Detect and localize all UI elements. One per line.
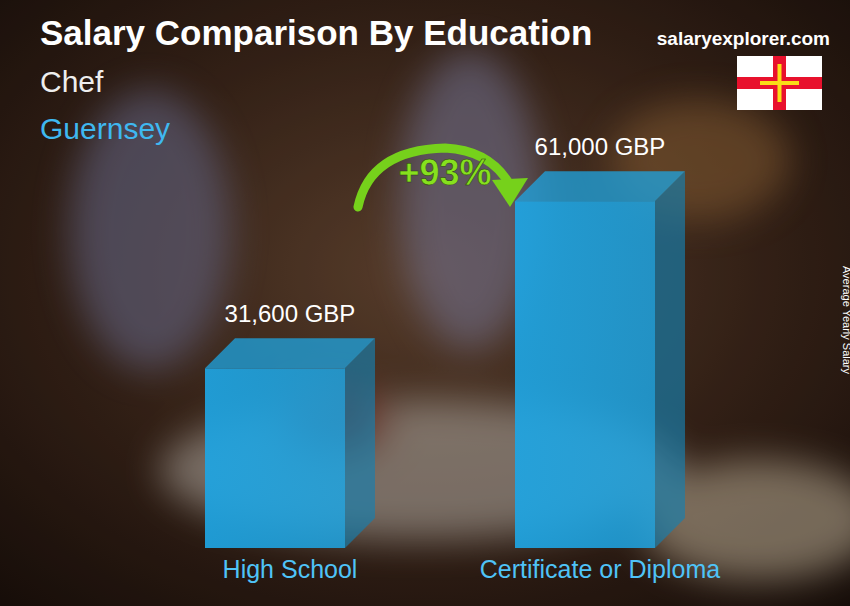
title: Salary Comparison By Education [40, 13, 592, 52]
arrow-head [492, 178, 528, 207]
annotation-arrow [358, 148, 528, 207]
chart: Salary Comparison By Education Chef Guerns… [0, 0, 850, 606]
bar-side [345, 338, 375, 548]
arrow-curve [358, 148, 510, 207]
bar-side [655, 171, 685, 548]
source: salaryexplorer.com [657, 28, 830, 49]
bars [205, 171, 685, 548]
data-label: 61,000 GBP [535, 133, 666, 160]
data-label: 31,600 GBP [225, 300, 356, 327]
category-label: Certificate or Diploma [480, 555, 720, 583]
flag [737, 56, 822, 110]
dim [0, 0, 850, 606]
bar [205, 338, 375, 548]
y-axis-label: Average Yearly Salary [841, 266, 850, 375]
annotation: +93% [398, 152, 491, 193]
bar-side-shade [345, 338, 375, 548]
bar-front [205, 368, 345, 548]
bar-front [515, 201, 655, 548]
background [0, 0, 850, 606]
category-label: High School [223, 555, 358, 583]
flag-field [737, 56, 822, 110]
bar-side-shade [655, 171, 685, 548]
flag-inner-cross [778, 64, 782, 102]
location: Guernsey [40, 112, 170, 145]
subtitle: Chef [40, 65, 104, 98]
labels: 31,600 GBP High School 61,000 GBP Certifica… [223, 133, 721, 583]
bar [515, 171, 685, 548]
